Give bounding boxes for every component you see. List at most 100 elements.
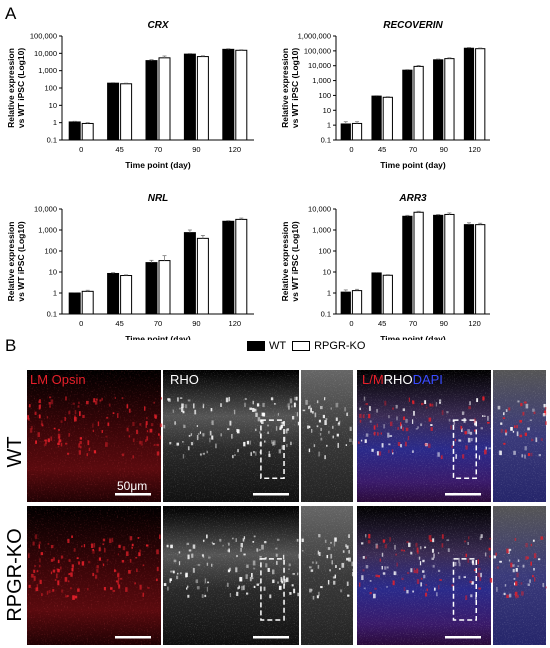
speckle <box>281 445 284 450</box>
speckle <box>169 578 172 582</box>
speckle <box>429 539 433 542</box>
speckle <box>125 587 128 592</box>
speckle <box>335 402 339 408</box>
chart-recoverin: RECOVERIN 0.1 1 10 100 1,000 10,000 100,000 1,00… <box>280 20 490 170</box>
speckle <box>292 573 295 575</box>
speckle <box>57 568 60 573</box>
speckle <box>496 566 500 569</box>
speckle <box>296 572 299 576</box>
speckle <box>387 432 390 438</box>
speckle <box>344 407 346 412</box>
speckle <box>264 440 266 443</box>
speckle <box>369 580 372 582</box>
speckle <box>261 544 264 550</box>
speckle <box>291 415 295 420</box>
speckle <box>235 538 237 543</box>
label-merge-lm: L/M <box>362 372 384 387</box>
speckle <box>64 416 66 421</box>
speckle <box>485 446 488 450</box>
speckle <box>244 398 247 401</box>
speckle <box>396 416 398 421</box>
speckle <box>251 572 253 578</box>
speckle <box>76 557 79 560</box>
legend-swatch-ko <box>292 341 311 351</box>
speckle <box>415 542 418 547</box>
speckle <box>489 537 492 540</box>
speckle <box>348 557 351 562</box>
speckle <box>156 451 160 456</box>
speckle <box>368 413 371 419</box>
speckle <box>219 538 222 542</box>
speckle <box>72 402 75 405</box>
speckle <box>347 594 350 597</box>
speckle <box>373 593 376 599</box>
speckle <box>163 583 167 586</box>
speckle <box>452 584 454 587</box>
x-tick-label: 90 <box>440 319 448 328</box>
speckle <box>43 443 47 446</box>
speckle <box>471 438 473 442</box>
speckle <box>236 555 238 558</box>
speckle <box>455 454 457 459</box>
speckle <box>87 440 90 446</box>
speckle <box>251 577 254 580</box>
speckle <box>389 537 391 542</box>
speckle <box>368 533 371 539</box>
chart-title: CRX <box>147 20 169 31</box>
speckle <box>40 423 44 426</box>
x-tick-label: 70 <box>154 145 162 154</box>
speckle <box>394 571 397 576</box>
x-tick-label: 45 <box>115 145 123 154</box>
speckle <box>144 406 146 411</box>
speckle <box>86 587 89 591</box>
speckle <box>310 407 312 413</box>
speckle <box>527 556 529 559</box>
speckle <box>235 567 238 573</box>
speckle <box>310 588 313 592</box>
y-tick-label: 100 <box>318 247 331 256</box>
speckle <box>38 564 41 568</box>
speckle <box>118 584 121 589</box>
speckle <box>276 561 278 565</box>
speckle <box>102 538 106 542</box>
speckle <box>239 577 243 582</box>
label-lm-opsin: LM Opsin <box>30 372 86 387</box>
y-axis-label-line: vs WT iPSC (Log10) <box>16 48 26 128</box>
speckle <box>542 413 546 417</box>
speckle <box>202 405 205 409</box>
speckle <box>478 455 481 460</box>
speckle <box>359 582 361 587</box>
speckle <box>265 563 268 568</box>
speckle <box>382 572 386 575</box>
speckle <box>282 554 285 560</box>
x-tick-label: 70 <box>409 145 417 154</box>
speckle <box>277 412 280 416</box>
speckle <box>128 435 131 438</box>
speckle <box>378 575 380 578</box>
speckle <box>403 586 406 592</box>
speckle <box>520 403 523 407</box>
speckle <box>204 594 207 598</box>
inset-box <box>260 558 285 621</box>
speckle <box>256 548 259 552</box>
speckle <box>119 577 123 580</box>
speckle <box>497 405 501 410</box>
speckle <box>67 452 70 455</box>
speckle <box>71 568 74 572</box>
speckle <box>458 575 461 579</box>
speckle <box>34 534 38 539</box>
chart-title: RECOVERIN <box>383 20 443 31</box>
speckle <box>462 454 465 459</box>
speckle <box>68 573 71 575</box>
speckle <box>530 561 532 566</box>
speckle <box>57 442 60 445</box>
speckle <box>33 575 36 581</box>
speckle <box>81 545 83 548</box>
speckle <box>149 428 153 433</box>
speckle <box>498 450 501 456</box>
x-axis-label: Time point (day) <box>380 334 446 340</box>
speckle <box>441 543 444 548</box>
speckle <box>108 403 111 407</box>
speckle <box>365 565 369 569</box>
speckle <box>215 443 217 449</box>
